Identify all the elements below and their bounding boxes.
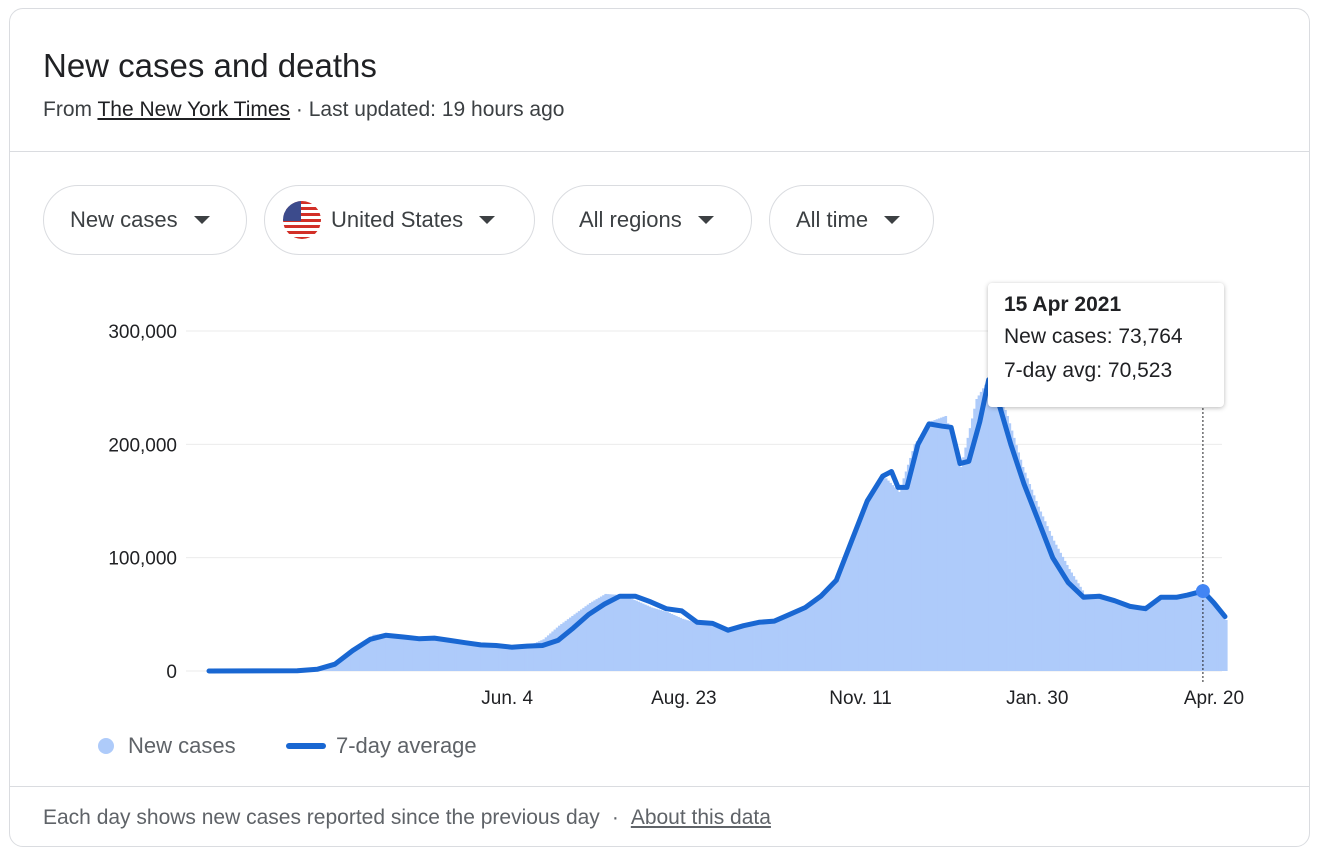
footer-separator: · <box>611 806 619 829</box>
country-label: United States <box>331 207 464 232</box>
header-divider <box>10 151 1309 152</box>
source-prefix: From <box>43 98 92 121</box>
metric-dropdown[interactable]: New cases <box>43 185 247 255</box>
metric-label: New cases <box>70 207 178 232</box>
about-data-link[interactable]: About this data <box>630 806 771 829</box>
legend-7day-label: 7-day average <box>336 733 477 758</box>
legend-dot-icon <box>98 738 114 754</box>
footer-divider <box>10 786 1309 787</box>
chart-card: New cases and deaths From The New York T… <box>9 8 1310 847</box>
tooltip-7day-avg: 7-day avg: 70,523 <box>1004 359 1173 382</box>
us-flag-icon <box>283 201 321 239</box>
chevron-down-icon <box>479 216 496 224</box>
legend-line-icon <box>286 743 326 749</box>
chevron-down-icon <box>697 216 714 224</box>
tooltip-new-cases: New cases: 73,764 <box>1004 325 1183 348</box>
footer-note: Each day shows new cases reported since … <box>43 806 771 830</box>
time-range-dropdown[interactable]: All time <box>769 185 934 255</box>
region-dropdown[interactable]: All regions <box>552 185 752 255</box>
source-line: From The New York Times · Last updated: … <box>43 98 564 122</box>
chevron-down-icon <box>884 216 901 224</box>
page-title: New cases and deaths <box>43 47 377 84</box>
legend-new-cases: New cases <box>98 733 236 759</box>
source-link[interactable]: The New York Times <box>97 98 291 121</box>
region-label: All regions <box>579 207 682 232</box>
tooltip-date: 15 Apr 2021 <box>1004 293 1122 316</box>
footer-note-text: Each day shows new cases reported since … <box>43 806 600 829</box>
chart-tooltip: 15 Apr 2021 New cases: 73,764 7-day avg:… <box>988 283 1224 407</box>
time-range-label: All time <box>796 207 869 232</box>
last-updated: Last updated: 19 hours ago <box>308 98 565 121</box>
chevron-down-icon <box>193 216 210 224</box>
country-dropdown[interactable]: United States <box>264 185 535 255</box>
legend-7day-average: 7-day average <box>286 733 477 759</box>
legend-new-cases-label: New cases <box>128 733 236 758</box>
source-separator: · <box>295 98 303 121</box>
